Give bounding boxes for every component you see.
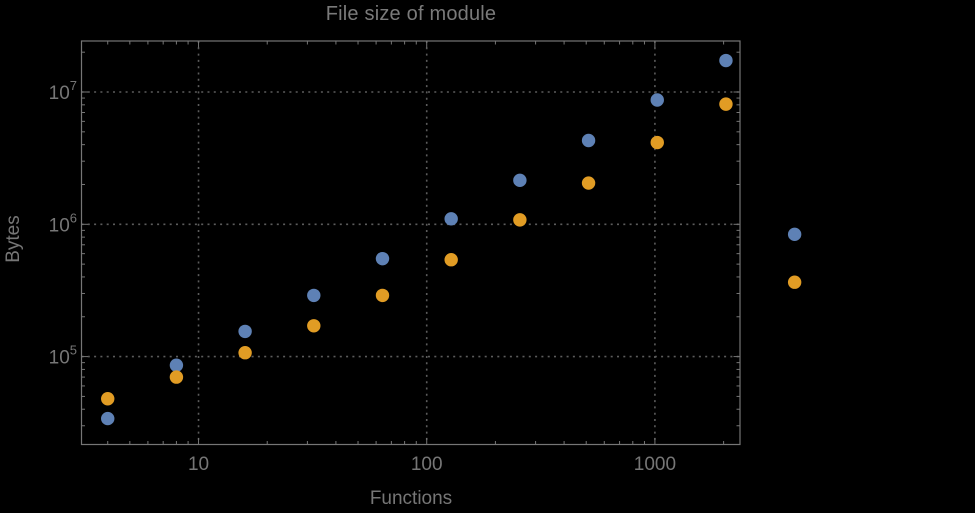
series-blue <box>101 53 802 426</box>
x-tick-label: 1000 <box>634 454 676 475</box>
data-point <box>581 133 596 148</box>
y-axis-label: Bytes <box>3 215 24 263</box>
data-point <box>101 392 115 406</box>
x-tick-label: 100 <box>411 454 443 475</box>
data-point <box>513 173 527 188</box>
data-point <box>444 253 458 267</box>
y-tick-label: 106 <box>49 210 77 236</box>
data-point <box>719 97 733 111</box>
chart-title: File size of module <box>325 3 497 25</box>
data-point <box>238 346 252 360</box>
data-point <box>719 53 733 68</box>
gridlines <box>81 41 740 445</box>
series-orange <box>101 97 802 406</box>
data-point <box>238 324 252 339</box>
axis-ticks <box>81 41 740 445</box>
x-tick-label: 10 <box>188 454 209 475</box>
data-point <box>650 93 664 107</box>
data-point <box>787 227 802 242</box>
data-point <box>444 212 458 226</box>
x-axis-label: Functions <box>369 488 453 509</box>
data-point <box>307 319 321 333</box>
data-point <box>169 358 184 372</box>
data-point <box>787 275 802 289</box>
y-tick-labels: 105 106 107 <box>49 78 77 369</box>
data-point <box>581 176 596 190</box>
data-point <box>375 288 390 303</box>
y-tick-label: 107 <box>49 78 77 104</box>
data-point <box>375 251 390 266</box>
data-point <box>650 135 664 150</box>
data-point <box>101 411 115 426</box>
y-tick-label: 105 <box>49 343 77 369</box>
plot-frame <box>80 40 741 446</box>
data-point <box>169 370 184 384</box>
data-point <box>307 288 321 303</box>
x-tick-labels: 10 100 1000 <box>188 454 676 475</box>
data-point <box>513 213 527 227</box>
